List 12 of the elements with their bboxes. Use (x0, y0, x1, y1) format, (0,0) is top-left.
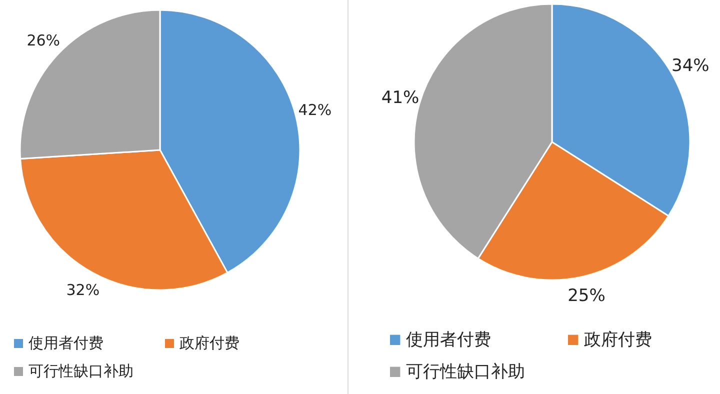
legend-label: 使用者付费 (28, 334, 104, 352)
legend-label: 可行性缺口补助 (28, 362, 134, 380)
data-label: 42% (298, 101, 332, 120)
legend-label: 政府付费 (179, 334, 240, 352)
legend-label: 使用者付费 (406, 330, 492, 350)
data-label: 34% (672, 56, 710, 76)
data-label: 41% (381, 88, 420, 108)
data-label: 32% (66, 281, 100, 300)
legend-label: 政府付费 (584, 330, 652, 350)
data-label: 26% (26, 31, 60, 50)
data-label: 25% (568, 286, 606, 306)
legend-label: 可行性缺口补助 (406, 362, 526, 382)
